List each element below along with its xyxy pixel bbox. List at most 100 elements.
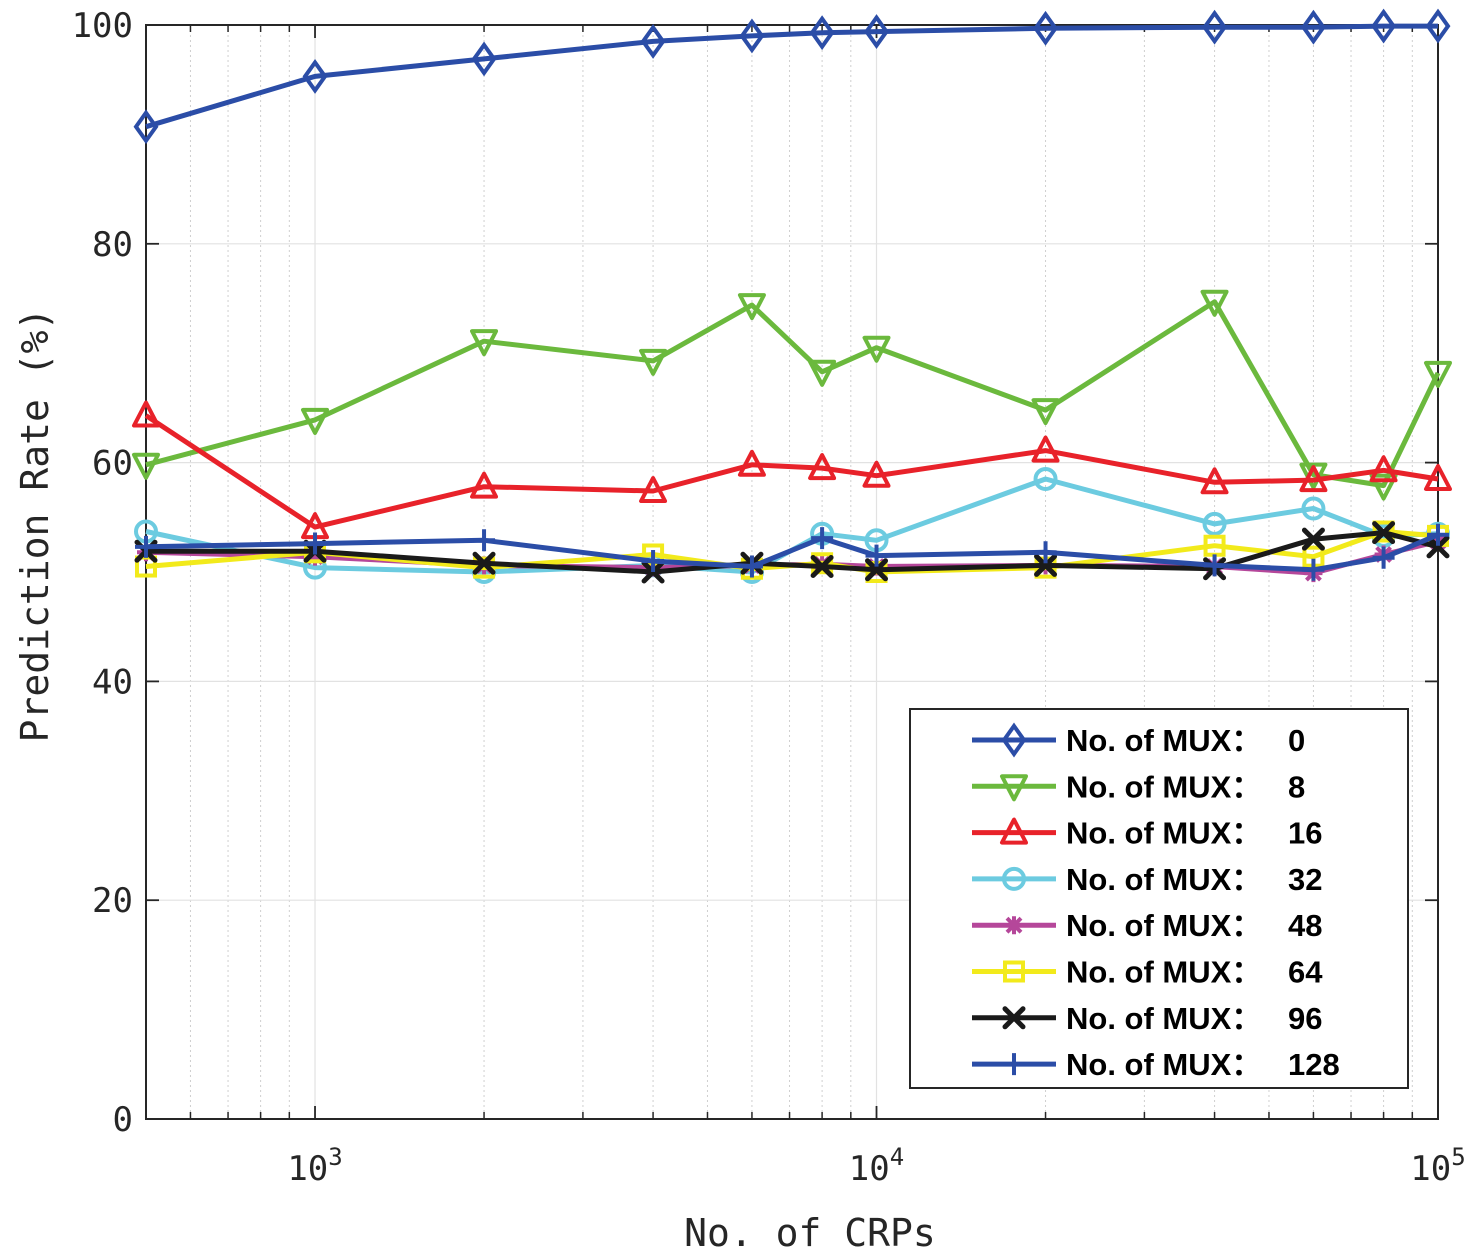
data-point [306, 547, 325, 566]
legend-value: 128 [1288, 1047, 1340, 1082]
series-line [146, 530, 1439, 575]
data-point [809, 15, 835, 51]
legend-label: No. of MUX： [1066, 1001, 1262, 1036]
legend-item: No. of MUX： 96 [972, 1001, 1322, 1036]
data-point [810, 555, 834, 579]
data-point [1031, 398, 1060, 426]
data-point [862, 335, 891, 363]
marker-shape [135, 535, 157, 558]
marker-shape [1200, 289, 1229, 317]
marker-shape [1202, 511, 1227, 536]
legend-label: No. of MUX： [1066, 816, 1262, 851]
data-point [1426, 535, 1450, 559]
legend-label: No. of MUX： [1066, 723, 1262, 758]
legend-marker [1002, 866, 1026, 891]
marker-shape [1369, 455, 1398, 483]
data-point [1033, 467, 1058, 492]
marker-shape [1427, 523, 1449, 546]
x-tick-label: 104 [849, 1143, 904, 1189]
marker-shape [306, 547, 325, 566]
legend-item: No. of MUX： 64 [972, 955, 1323, 990]
legend-item: No. of MUX： 16 [972, 816, 1322, 851]
marker-shape [1031, 398, 1060, 426]
data-point [470, 471, 499, 499]
data-point [1031, 435, 1060, 463]
data-point [472, 551, 496, 575]
data-point [1301, 496, 1326, 521]
marker-shape [739, 18, 765, 54]
legend-value: 0 [1288, 723, 1305, 758]
data-point [642, 550, 665, 573]
marker-shape [862, 460, 891, 488]
data-point [1203, 554, 1226, 577]
marker-shape [473, 529, 496, 552]
marker-shape [865, 544, 888, 567]
marker-shape [1302, 558, 1325, 581]
data-point [1034, 553, 1058, 577]
y-tick-label: 80 [92, 225, 133, 265]
series-line [144, 413, 1439, 530]
marker-shape [1424, 360, 1452, 388]
marker-shape [1424, 464, 1452, 492]
data-point [1200, 289, 1229, 317]
legend-marker [1003, 1053, 1025, 1076]
y-tick-label: 20 [92, 881, 133, 921]
marker-shape [1301, 496, 1326, 521]
data-point [304, 532, 327, 555]
data-point [739, 18, 765, 54]
legend: No. of MUX： 0No. of MUX： 8No. of MUX： 16No.… [909, 708, 1409, 1089]
legend-box [909, 708, 1409, 1089]
data-point [1371, 8, 1397, 44]
legend-label: No. of MUX： [1066, 862, 1262, 897]
marker-shape [640, 23, 666, 59]
marker-shape [1033, 467, 1058, 492]
marker-shape [1034, 553, 1058, 577]
data-point [865, 544, 888, 567]
marker-shape [1425, 8, 1451, 44]
marker-shape [1200, 467, 1229, 495]
marker-shape [1033, 10, 1058, 46]
data-point [1302, 558, 1325, 581]
marker-shape [470, 471, 499, 499]
legend-label: No. of MUX： [1066, 955, 1262, 990]
data-point [1369, 455, 1398, 483]
x-axis-title: No. of CRPs [684, 1211, 936, 1255]
data-point [1033, 10, 1058, 46]
data-point [1299, 465, 1328, 493]
marker-shape [864, 14, 889, 50]
marker-shape [1003, 960, 1025, 983]
x-tick-label: 105 [1410, 1143, 1465, 1189]
data-point [132, 452, 160, 480]
data-point [1372, 521, 1396, 545]
data-point [1372, 546, 1395, 569]
series-2 [132, 400, 1452, 540]
data-point [1200, 467, 1229, 495]
plot-area-frame [145, 24, 1439, 1120]
marker-shape [642, 550, 665, 573]
marker-shape [1369, 473, 1398, 501]
marker-shape [808, 453, 837, 481]
data-point [639, 476, 668, 504]
y-tick-label: 100 [72, 6, 133, 46]
data-point [473, 529, 496, 552]
marker-shape [1299, 465, 1328, 493]
x-tick-label: 103 [287, 1143, 342, 1189]
legend-value: 48 [1288, 908, 1322, 943]
marker-shape [1371, 8, 1397, 44]
marker-shape [132, 400, 160, 428]
data-point [1300, 9, 1326, 45]
data-point [862, 460, 891, 488]
data-point [1202, 511, 1227, 536]
marker-shape [809, 15, 835, 51]
legend-marker [1002, 1006, 1026, 1030]
data-point [301, 407, 330, 435]
marker-shape [472, 551, 496, 575]
marker-shape [808, 359, 837, 387]
legend-item: No. of MUX： 0 [972, 722, 1305, 758]
marker-shape [1005, 916, 1023, 935]
y-axis-title: Prediction Rate (%) [13, 308, 57, 743]
data-point [471, 41, 497, 77]
data-point [1425, 8, 1451, 44]
